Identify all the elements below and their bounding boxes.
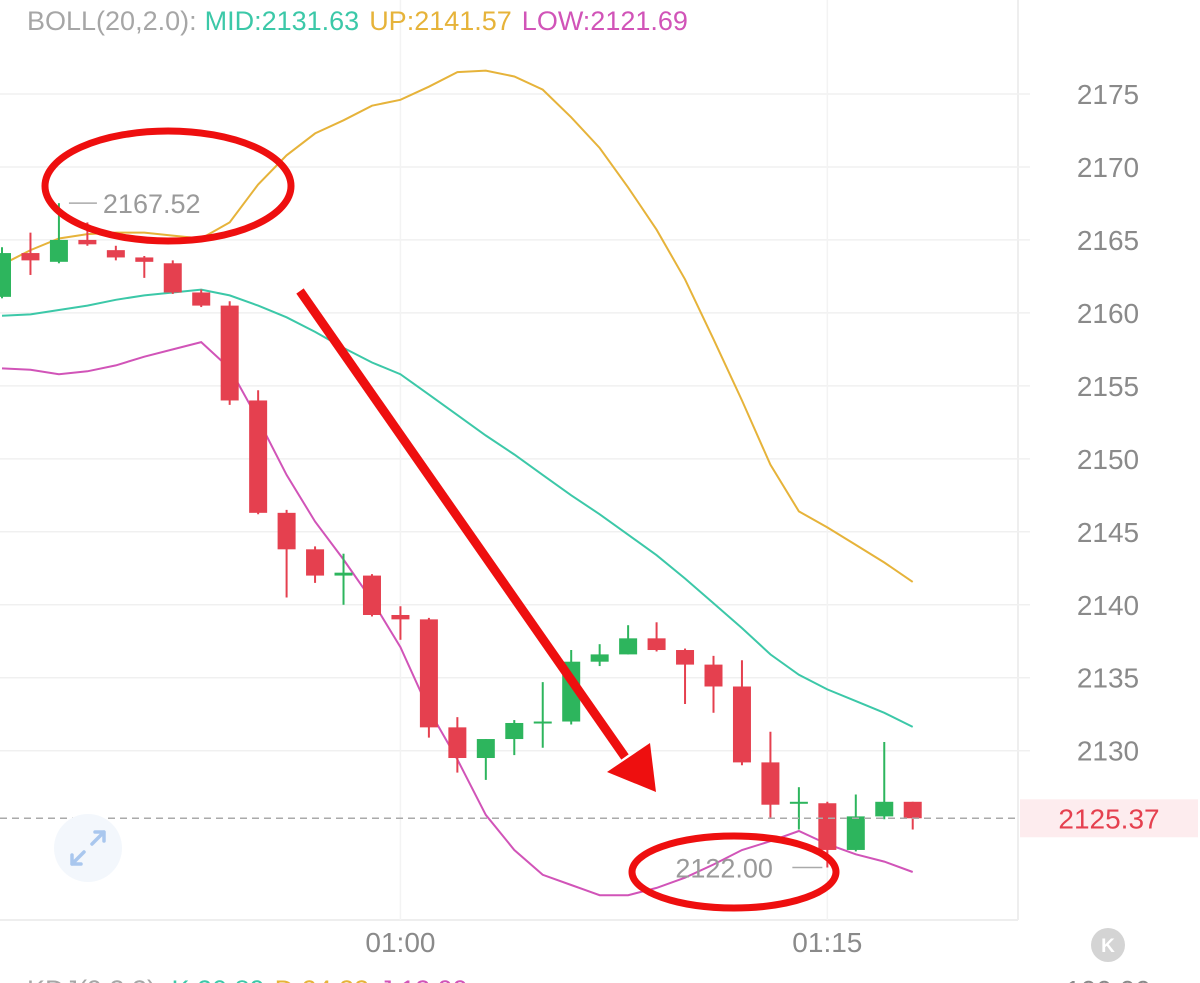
marker-label: 2122.00	[675, 853, 773, 883]
candle-body	[277, 512, 296, 550]
candle-body	[676, 650, 695, 665]
candle-body	[334, 572, 353, 576]
last-price-box	[1020, 799, 1198, 838]
highlight-circle	[41, 127, 295, 245]
candle-body	[0, 253, 11, 297]
y-tick-label: 2160	[1077, 298, 1139, 329]
candle-body	[135, 257, 154, 262]
legend-entry: UP:2141.57	[369, 6, 512, 36]
candle-body	[419, 619, 438, 728]
indicator-label: BOLL(20,2.0):	[27, 6, 197, 36]
y-tick-label: 2170	[1077, 152, 1139, 183]
candle-body	[761, 762, 780, 805]
candle-body	[533, 721, 552, 724]
candle-body	[362, 575, 381, 615]
y-tick-label: 2155	[1077, 371, 1139, 402]
marker-label: 2167.52	[103, 189, 201, 219]
y-tick-label: 2175	[1077, 79, 1139, 110]
candle-body	[704, 664, 723, 687]
last-price-label: 2125.37	[1058, 803, 1159, 834]
trend-arrowhead	[607, 743, 656, 792]
k-button-label[interactable]: K	[1101, 936, 1115, 957]
boll-line	[1, 340, 914, 897]
trend-arrow	[296, 288, 629, 760]
candle-body	[732, 686, 751, 763]
y-tick-label: 2130	[1077, 736, 1139, 767]
candle-body	[220, 305, 239, 401]
candle-body	[619, 638, 638, 655]
sub-axis-label: 100.00	[1065, 975, 1151, 983]
candle-body	[192, 292, 211, 306]
labels: 2130 2135 2140 2145 2150 2155 2160 2165 2170 2175…	[0, 6, 1198, 983]
legend-entry: MID:2131.63	[205, 6, 360, 36]
candle-body	[391, 614, 410, 620]
candle-body	[306, 549, 325, 576]
highlight-circle	[628, 832, 840, 912]
y-tick-label: 2165	[1077, 225, 1139, 256]
legend-entry: LOW:2121.69	[522, 6, 688, 36]
y-tick-label: 2140	[1077, 590, 1139, 621]
candle-body	[249, 400, 268, 513]
sub-indicator-label: KDJ(9,3,3):	[27, 975, 164, 983]
k-button[interactable]	[1091, 928, 1125, 962]
candle-body	[505, 722, 524, 740]
sub-indicator-item: K:20.89	[172, 975, 265, 983]
grid	[0, 0, 1030, 920]
boll-line	[1, 69, 914, 583]
candle-body	[106, 250, 125, 258]
candle-body	[21, 253, 40, 261]
candle-body	[647, 638, 666, 651]
candle-body	[789, 801, 808, 804]
x-tick-label: 01:00	[365, 927, 435, 958]
candle-body	[78, 239, 97, 245]
candle-body	[903, 801, 922, 819]
sub-indicator-item: J:13.99	[379, 975, 468, 983]
expand-button[interactable]	[54, 814, 122, 882]
candle-body	[846, 816, 865, 850]
candle-body	[818, 803, 837, 850]
y-tick-label: 2145	[1077, 517, 1139, 548]
y-tick-label: 2135	[1077, 663, 1139, 694]
candle-body	[163, 263, 182, 293]
candle-body	[448, 727, 467, 759]
candle-body	[476, 739, 495, 759]
boll-line	[1, 288, 914, 728]
x-tick-label: 01:15	[792, 927, 862, 958]
y-tick-label: 2150	[1077, 444, 1139, 475]
candle-body	[49, 239, 68, 262]
candle-body	[590, 654, 609, 662]
sub-indicator-item: D:24.33	[275, 975, 370, 983]
candle-body	[875, 801, 894, 817]
